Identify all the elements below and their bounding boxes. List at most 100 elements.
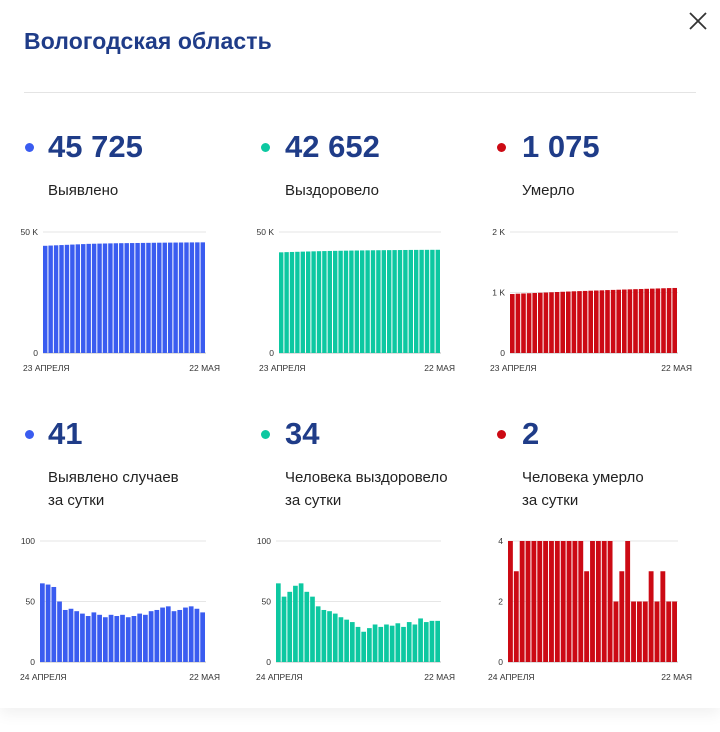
y-tick-label: 4: [498, 536, 503, 546]
bar: [549, 541, 554, 662]
bar: [531, 541, 537, 662]
bar: [627, 289, 633, 353]
bar: [131, 616, 137, 662]
bar: [389, 625, 395, 662]
bar: [97, 243, 102, 353]
bar: [188, 606, 194, 662]
y-tick-label: 50 K: [21, 227, 39, 237]
bar: [53, 245, 59, 353]
bar: [508, 541, 513, 662]
bar: [560, 291, 565, 353]
bar: [572, 541, 578, 662]
bar: [372, 624, 378, 662]
bar: [178, 242, 184, 353]
y-tick-label: 2 K: [492, 227, 505, 237]
close-icon[interactable]: [686, 9, 710, 33]
bar: [338, 250, 343, 353]
stat-label: Выявлено: [48, 182, 119, 199]
bar: [666, 601, 672, 662]
stat-label: Человека умерло: [522, 469, 644, 486]
bar: [638, 288, 644, 353]
y-tick-label: 1 K: [492, 288, 505, 298]
region-card: Вологодская область 45 725 Выявлено 42 6…: [20, 9, 710, 682]
bar: [108, 243, 113, 353]
bar: [418, 618, 423, 662]
bar: [321, 609, 327, 662]
bar: [599, 290, 605, 353]
bar: [412, 624, 418, 662]
bar: [332, 613, 338, 662]
bar: [605, 290, 610, 353]
x-tick-label: 22 МАЯ: [661, 363, 692, 373]
bar: [370, 250, 376, 353]
bar: [59, 245, 64, 353]
bar: [137, 613, 143, 662]
bar: [588, 290, 593, 353]
bar: [636, 601, 642, 662]
y-tick-label: 100: [257, 536, 271, 546]
bar: [70, 244, 75, 353]
bar: [310, 596, 315, 662]
bar: [525, 541, 531, 662]
x-tick-label: 24 АПРЕЛЯ: [488, 672, 535, 682]
bar: [80, 613, 85, 662]
y-tick-label: 0: [33, 348, 38, 358]
x-tick-label: 22 МАЯ: [424, 672, 455, 682]
bar: [91, 612, 97, 662]
bar: [392, 250, 397, 353]
y-tick-label: 50: [262, 597, 272, 607]
bar: [45, 584, 51, 662]
bar: [91, 243, 97, 353]
bar: [75, 244, 81, 353]
bar: [102, 243, 108, 353]
chart-recovered-total: 50 K 0 23 АПРЕЛЯ 22 МАЯ: [257, 227, 456, 373]
bar: [397, 250, 403, 353]
stat-label: Выявлено случаев: [48, 469, 179, 486]
bar: [114, 616, 120, 662]
y-tick-label: 0: [498, 657, 503, 667]
bar: [344, 619, 349, 662]
bar: [543, 292, 549, 353]
bar: [281, 596, 287, 662]
bar: [74, 611, 80, 662]
x-tick-label: 22 МАЯ: [189, 363, 220, 373]
status-dot: [261, 430, 270, 439]
bar: [293, 585, 298, 662]
bar: [538, 292, 543, 353]
status-dot: [497, 143, 506, 152]
bar: [57, 601, 62, 662]
x-tick-label: 23 АПРЕЛЯ: [23, 363, 70, 373]
status-dot: [25, 143, 34, 152]
y-tick-label: 0: [30, 657, 35, 667]
x-tick-label: 22 МАЯ: [189, 672, 220, 682]
chart-deaths-daily: 4 2 0 24 АПРЕЛЯ 22 МАЯ: [488, 536, 692, 682]
bar: [424, 249, 430, 353]
bar: [349, 622, 355, 662]
y-tick-label: 0: [266, 657, 271, 667]
bar: [365, 250, 370, 353]
bar: [135, 242, 140, 353]
stat-value: 2: [522, 416, 540, 451]
bar: [284, 252, 289, 353]
bar: [571, 291, 577, 353]
bar: [315, 606, 321, 662]
bar: [566, 291, 571, 353]
bar: [519, 541, 525, 662]
bar: [62, 609, 68, 662]
bar: [419, 249, 424, 353]
stat-label-line2: за сутки: [48, 492, 105, 509]
bar: [165, 606, 171, 662]
bar: [648, 571, 654, 662]
bar: [287, 591, 293, 662]
x-tick-label: 23 АПРЕЛЯ: [259, 363, 306, 373]
bar: [430, 249, 435, 353]
bar: [521, 293, 526, 353]
bar: [85, 616, 91, 662]
bar: [414, 249, 419, 353]
bar: [316, 251, 322, 353]
stat-value: 1 075: [522, 129, 600, 164]
stat-label-line2: за сутки: [285, 492, 342, 509]
bar: [672, 601, 677, 662]
bar: [429, 620, 435, 662]
bar: [423, 622, 429, 662]
